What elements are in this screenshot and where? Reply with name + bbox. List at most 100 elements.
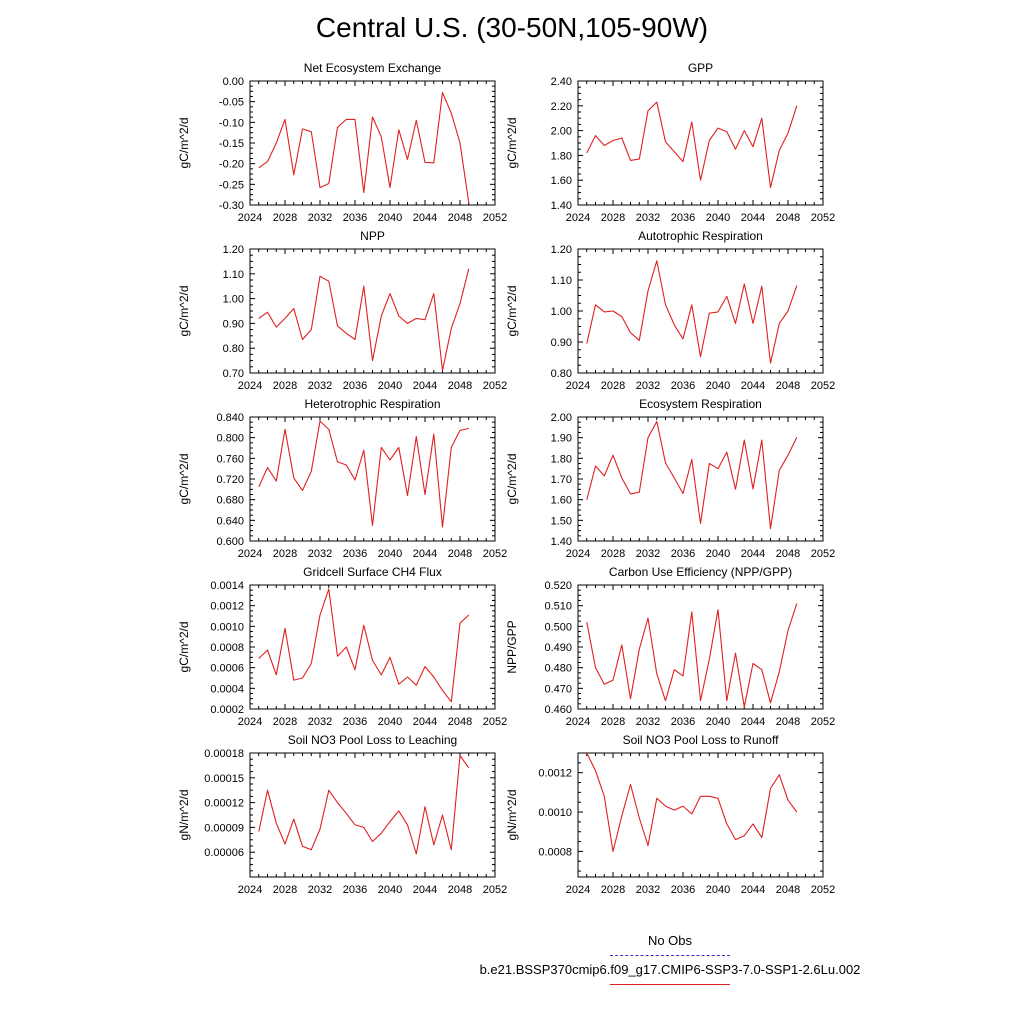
y-tick-label: 1.80	[551, 453, 572, 465]
x-tick-label: 2028	[273, 212, 297, 224]
y-tick-label: 0.800	[216, 433, 244, 445]
chart-panel-6: Ecosystem Respiration gC/m^2/d 2024 2028 203…	[505, 397, 835, 560]
x-tick-label: 2044	[741, 716, 765, 728]
x-tick-label: 2032	[636, 212, 660, 224]
y-tick-label: 1.70	[551, 474, 572, 486]
y-tick-label: 0.520	[544, 580, 572, 592]
y-tick-label: 0.460	[544, 704, 572, 716]
x-tick-label: 2032	[308, 716, 332, 728]
x-tick-label: 2052	[811, 548, 835, 560]
y-tick-label: 0.0012	[210, 601, 244, 613]
x-tick-label: 2032	[308, 884, 332, 896]
chart-panel-5: Heterotrophic Respiration gC/m^2/d 2024 202…	[177, 397, 507, 560]
y-tick-label: 1.80	[551, 150, 572, 162]
x-tick-label: 2048	[776, 548, 800, 560]
y-axis-label: gN/m^2/d	[505, 790, 519, 841]
y-axis-label: gC/m^2/d	[505, 454, 519, 505]
y-tick-label: 0.510	[544, 601, 572, 613]
x-tick-label: 2048	[776, 380, 800, 392]
legend-label-model-run: b.e21.BSSP370cmip6.f09_g17.CMIP6-SSP3-7.…	[479, 962, 861, 977]
y-tick-label: -0.15	[219, 138, 244, 150]
y-tick-label: 0.500	[544, 621, 572, 633]
y-tick-label: 1.20	[551, 244, 572, 256]
x-tick-label: 2032	[308, 212, 332, 224]
y-tick-label: 0.0008	[210, 642, 244, 654]
y-tick-label: 1.60	[551, 495, 572, 507]
x-tick-label: 2024	[566, 380, 590, 392]
series-line	[258, 420, 469, 528]
y-tick-label: 1.60	[551, 175, 572, 187]
y-tick-label: -0.30	[219, 200, 244, 212]
y-tick-label: 0.00009	[204, 822, 244, 834]
x-tick-label: 2036	[671, 716, 695, 728]
x-tick-label: 2040	[378, 212, 402, 224]
y-tick-label: 1.10	[551, 275, 572, 287]
x-tick-label: 2028	[601, 380, 625, 392]
x-tick-label: 2048	[448, 716, 472, 728]
series-line	[586, 260, 798, 364]
x-tick-label: 2036	[671, 380, 695, 392]
legend-label-no-obs: No Obs	[647, 933, 693, 948]
y-tick-label: 2.00	[551, 126, 572, 138]
y-axis-label: gN/m^2/d	[177, 790, 191, 841]
y-tick-label: -0.05	[219, 97, 244, 109]
y-tick-label: 0.70	[223, 368, 244, 380]
series-line	[586, 101, 798, 189]
y-tick-label: 0.480	[544, 663, 572, 675]
x-tick-label: 2024	[566, 212, 590, 224]
y-tick-label: 0.0006	[210, 663, 244, 675]
series-line	[586, 603, 798, 708]
y-tick-label: -0.25	[219, 179, 244, 191]
x-tick-label: 2052	[811, 884, 835, 896]
y-tick-label: 0.80	[223, 343, 244, 355]
x-tick-label: 2032	[308, 380, 332, 392]
y-tick-label: 0.720	[216, 474, 244, 486]
panel-title: Gridcell Surface CH4 Flux	[303, 565, 442, 579]
y-tick-label: 0.0002	[210, 704, 244, 716]
y-tick-label: 0.0010	[210, 621, 244, 633]
x-tick-label: 2028	[601, 716, 625, 728]
x-tick-label: 2048	[776, 212, 800, 224]
y-tick-label: 0.80	[551, 368, 572, 380]
x-tick-label: 2044	[413, 380, 437, 392]
x-tick-label: 2028	[601, 212, 625, 224]
y-axis-label: NPP/GPP	[505, 620, 519, 673]
x-tick-label: 2048	[776, 884, 800, 896]
x-tick-label: 2036	[671, 212, 695, 224]
y-tick-label: 2.40	[551, 76, 572, 88]
chart-panel-9: Soil NO3 Pool Loss to Leaching gN/m^2/d 20…	[177, 733, 507, 896]
y-axis-label: gC/m^2/d	[177, 286, 191, 337]
x-tick-label: 2032	[636, 380, 660, 392]
x-tick-label: 2044	[741, 884, 765, 896]
x-tick-label: 2052	[483, 548, 507, 560]
x-tick-label: 2044	[413, 884, 437, 896]
x-tick-label: 2052	[811, 716, 835, 728]
chart-panel-10: Soil NO3 Pool Loss to Runoff gN/m^2/d 2024…	[505, 733, 835, 896]
y-tick-label: 0.00018	[204, 748, 244, 760]
x-tick-label: 2036	[343, 716, 367, 728]
x-tick-label: 2036	[671, 884, 695, 896]
x-tick-label: 2052	[811, 380, 835, 392]
y-tick-label: 0.760	[216, 453, 244, 465]
x-tick-label: 2036	[671, 548, 695, 560]
y-axis-label: gC/m^2/d	[177, 454, 191, 505]
chart-panel-3: NPP gC/m^2/d 2024 2028 2032 2036 2040 2044 2048 2…	[177, 229, 507, 392]
y-tick-label: 0.0008	[538, 846, 572, 858]
chart-panel-1: Net Ecosystem Exchange gC/m^2/d 2024 2028 20…	[177, 61, 507, 224]
x-tick-label: 2040	[706, 212, 730, 224]
y-tick-label: 0.640	[216, 515, 244, 527]
x-tick-label: 2052	[811, 212, 835, 224]
y-tick-label: 1.20	[223, 244, 244, 256]
x-tick-label: 2048	[448, 884, 472, 896]
x-tick-label: 2036	[343, 212, 367, 224]
chart-panel-2: GPP gC/m^2/d 2024 2028 2032 2036 2040 2044 2048 2…	[505, 61, 835, 224]
x-tick-label: 2044	[413, 548, 437, 560]
panel-title: Autotrophic Respiration	[638, 229, 763, 243]
y-tick-label: 0.0004	[210, 683, 244, 695]
x-tick-label: 2032	[636, 716, 660, 728]
y-tick-label: 0.00006	[204, 847, 244, 859]
plot-frame	[249, 80, 496, 206]
x-tick-label: 2028	[273, 716, 297, 728]
y-tick-label: 0.0014	[210, 580, 244, 592]
